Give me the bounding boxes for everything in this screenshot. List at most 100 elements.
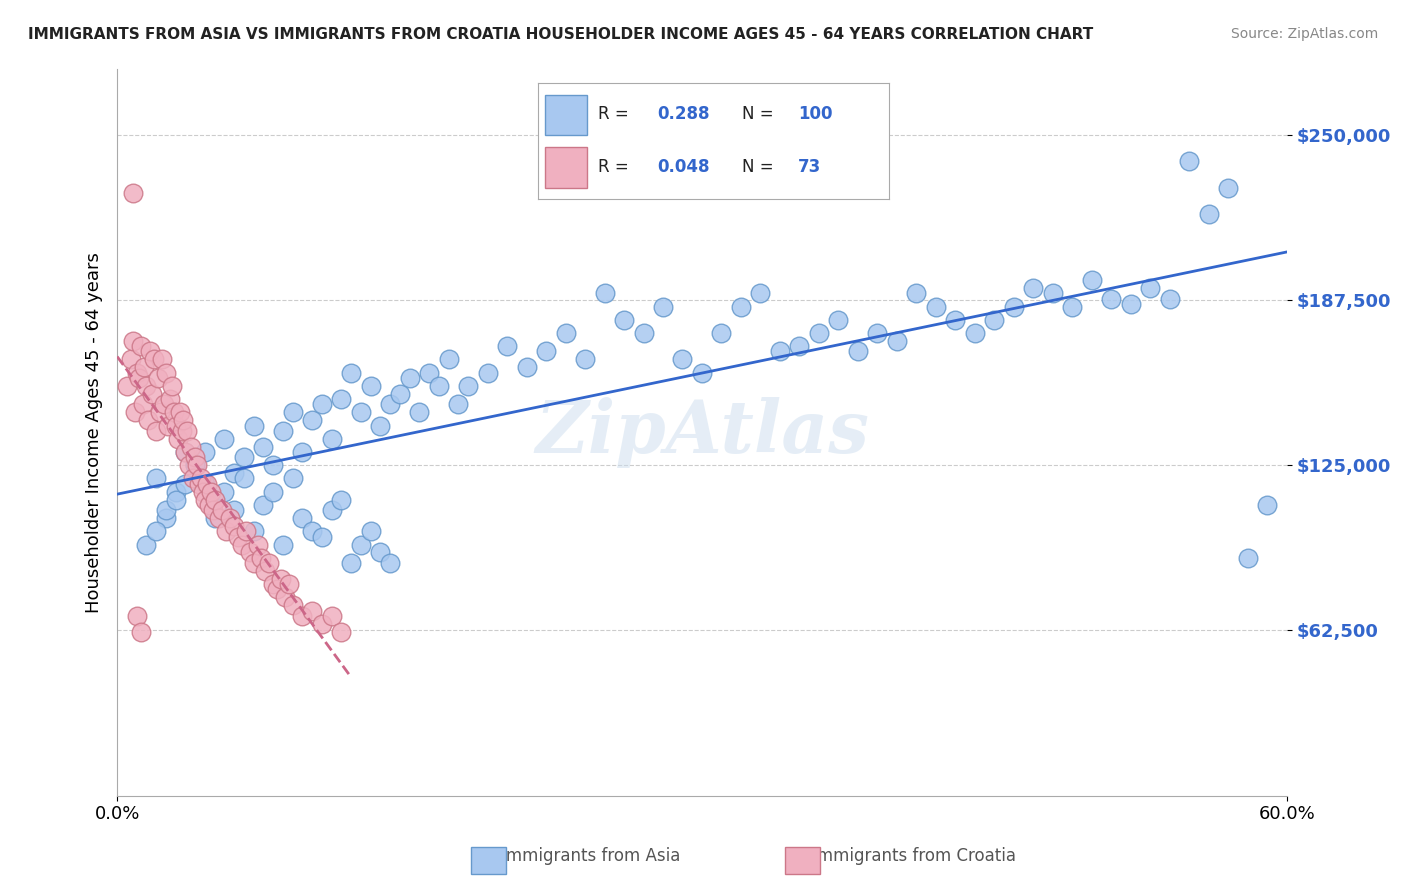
Point bbox=[291, 511, 314, 525]
Point bbox=[207, 511, 229, 525]
Point bbox=[153, 397, 176, 411]
Point bbox=[807, 326, 830, 340]
Point bbox=[181, 471, 204, 485]
Point bbox=[214, 432, 236, 446]
Point bbox=[1139, 281, 1161, 295]
Point bbox=[250, 550, 273, 565]
Point bbox=[188, 476, 211, 491]
Point bbox=[257, 556, 280, 570]
Point bbox=[129, 624, 152, 639]
Point bbox=[437, 352, 460, 367]
Point bbox=[769, 344, 792, 359]
Point bbox=[270, 572, 292, 586]
Point bbox=[330, 492, 353, 507]
Point bbox=[139, 344, 162, 359]
Point bbox=[1042, 286, 1064, 301]
Point bbox=[145, 424, 167, 438]
Point bbox=[1002, 300, 1025, 314]
Point bbox=[330, 624, 353, 639]
Point bbox=[129, 339, 152, 353]
Point bbox=[150, 352, 173, 367]
Point bbox=[749, 286, 772, 301]
Point bbox=[496, 339, 519, 353]
Point bbox=[204, 492, 226, 507]
Point bbox=[321, 432, 343, 446]
Point bbox=[1119, 297, 1142, 311]
Point bbox=[254, 564, 277, 578]
Point bbox=[239, 545, 262, 559]
Point bbox=[184, 450, 207, 465]
Point bbox=[135, 379, 157, 393]
Point bbox=[156, 418, 179, 433]
Point bbox=[1198, 207, 1220, 221]
Point bbox=[311, 616, 333, 631]
Point bbox=[174, 476, 197, 491]
Point bbox=[155, 366, 177, 380]
Text: Immigrants from Croatia: Immigrants from Croatia bbox=[811, 847, 1017, 864]
Point bbox=[201, 503, 224, 517]
Point bbox=[925, 300, 948, 314]
Point bbox=[242, 524, 264, 539]
Point bbox=[710, 326, 733, 340]
Point bbox=[242, 556, 264, 570]
Point bbox=[174, 445, 197, 459]
Point bbox=[128, 371, 150, 385]
Point bbox=[184, 458, 207, 473]
Point bbox=[125, 609, 148, 624]
Point bbox=[191, 484, 214, 499]
Point bbox=[1178, 154, 1201, 169]
Point bbox=[180, 440, 202, 454]
Point bbox=[388, 386, 411, 401]
Point bbox=[477, 366, 499, 380]
Point bbox=[121, 186, 143, 200]
Point bbox=[905, 286, 928, 301]
Point bbox=[281, 405, 304, 419]
Point bbox=[215, 524, 238, 539]
Point bbox=[194, 476, 217, 491]
Point bbox=[252, 440, 274, 454]
Point bbox=[165, 492, 187, 507]
Point bbox=[291, 609, 314, 624]
Point bbox=[311, 530, 333, 544]
Point bbox=[252, 498, 274, 512]
Point bbox=[163, 405, 186, 419]
Point bbox=[166, 432, 188, 446]
Point bbox=[262, 577, 284, 591]
Point bbox=[277, 577, 299, 591]
Point bbox=[301, 413, 323, 427]
Point bbox=[262, 484, 284, 499]
Point bbox=[963, 326, 986, 340]
Point bbox=[200, 484, 222, 499]
Point bbox=[370, 545, 392, 559]
Point bbox=[145, 471, 167, 485]
Point bbox=[340, 366, 363, 380]
Point bbox=[121, 334, 143, 348]
Point bbox=[135, 537, 157, 551]
Point bbox=[266, 582, 288, 597]
Point bbox=[219, 511, 242, 525]
Point bbox=[146, 371, 169, 385]
Text: ZipAtlas: ZipAtlas bbox=[536, 397, 869, 467]
Point bbox=[1236, 550, 1258, 565]
Text: Source: ZipAtlas.com: Source: ZipAtlas.com bbox=[1230, 27, 1378, 41]
Point bbox=[194, 492, 217, 507]
Point bbox=[652, 300, 675, 314]
Point bbox=[165, 484, 187, 499]
Point bbox=[1022, 281, 1045, 295]
Point bbox=[378, 556, 401, 570]
Point bbox=[179, 458, 201, 473]
Point bbox=[184, 458, 207, 473]
Point bbox=[172, 413, 194, 427]
Point bbox=[176, 424, 198, 438]
Point bbox=[211, 503, 233, 517]
Point bbox=[671, 352, 693, 367]
Point bbox=[174, 445, 197, 459]
Point bbox=[198, 498, 221, 512]
Point bbox=[195, 476, 218, 491]
Point bbox=[418, 366, 440, 380]
Point bbox=[311, 397, 333, 411]
Point bbox=[231, 537, 253, 551]
Point bbox=[143, 352, 166, 367]
Point bbox=[159, 392, 181, 406]
Point bbox=[886, 334, 908, 348]
